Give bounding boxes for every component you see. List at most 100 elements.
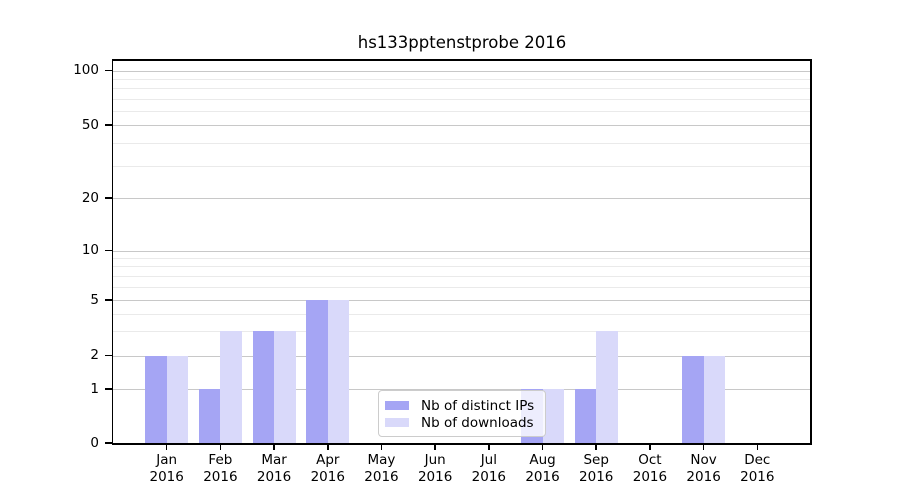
x-tick-label-aug: Aug 2016: [513, 452, 573, 485]
x-tick-month: Dec: [744, 452, 771, 468]
y-tick-mark: [104, 69, 112, 72]
bar-downloads-nov: [703, 355, 726, 443]
y-tick-label: 100: [73, 62, 99, 78]
x-tick-mark: [541, 443, 544, 450]
axis-spine-right: [810, 59, 812, 445]
y-tick-label: 2: [90, 347, 99, 363]
x-tick-month: Jun: [424, 452, 446, 468]
x-tick-mark: [380, 443, 383, 450]
axis-spine-top: [111, 59, 812, 61]
minor-gridline: [113, 258, 811, 260]
y-tick-label: 1: [90, 380, 99, 397]
major-gridline: [113, 355, 811, 357]
minor-gridline: [113, 110, 811, 112]
minor-gridline: [113, 286, 811, 288]
x-tick-label-oct: Oct 2016: [620, 452, 680, 485]
minor-gridline: [113, 98, 811, 100]
x-tick-label-feb: Feb 2016: [190, 452, 250, 485]
legend-label-downloads: Nb of downloads: [421, 414, 534, 431]
y-tick-mark: [104, 197, 112, 199]
bar-downloads-mar: [274, 330, 296, 443]
x-tick-label-jul: Jul 2016: [459, 452, 519, 485]
major-gridline: [113, 198, 811, 199]
y-tick-mark: [104, 124, 112, 126]
y-tick-label: 50: [81, 116, 99, 133]
major-gridline: [113, 250, 811, 252]
bar-downloads-jan: [166, 355, 189, 443]
y-tick-mark: [104, 299, 112, 301]
x-tick-month: Jan: [156, 452, 178, 468]
y-tick-mark: [104, 354, 112, 357]
x-tick-year: 2016: [364, 468, 399, 485]
bar-downloads-apr: [327, 300, 350, 443]
x-tick-label-may: May 2016: [351, 452, 411, 485]
x-tick-month: Jul: [480, 452, 497, 468]
y-tick-label: 5: [90, 291, 99, 308]
minor-gridline: [113, 78, 811, 80]
legend-row-downloads: Nb of downloads: [385, 414, 537, 431]
legend-swatch-distinct-ips: [385, 401, 409, 410]
x-tick-year: 2016: [525, 468, 560, 485]
x-tick-year: 2016: [203, 468, 238, 485]
minor-gridline: [113, 142, 811, 144]
minor-gridline: [113, 88, 811, 90]
x-tick-month: Apr: [316, 452, 340, 468]
y-tick-mark: [104, 442, 112, 444]
x-tick-year: 2016: [579, 468, 614, 485]
y-tick-mark: [104, 249, 112, 252]
x-tick-year: 2016: [686, 468, 721, 485]
legend: Nb of distinct IPs Nb of downloads: [378, 390, 546, 437]
x-tick-mark: [488, 443, 490, 450]
x-tick-year: 2016: [256, 468, 292, 485]
bar-distinct-ips-jan: [145, 355, 167, 443]
y-tick-mark: [104, 388, 112, 390]
x-tick-year: 2016: [740, 468, 775, 485]
x-tick-year: 2016: [417, 468, 453, 485]
major-gridline: [113, 389, 811, 390]
x-tick-year: 2016: [471, 468, 507, 485]
x-tick-month: May: [367, 452, 396, 468]
minor-gridline: [113, 330, 811, 332]
x-tick-label-mar: Mar 2016: [244, 452, 304, 485]
major-gridline: [113, 300, 811, 301]
x-tick-month: Mar: [261, 452, 287, 468]
axis-spine-left: [111, 59, 114, 445]
x-tick-label-nov: Nov 2016: [674, 452, 734, 485]
x-tick-month: Oct: [638, 452, 662, 468]
y-tick-label: 20: [81, 189, 99, 206]
minor-gridline: [113, 313, 811, 315]
bar-distinct-ips-mar: [252, 330, 275, 443]
minor-gridline: [113, 165, 811, 167]
x-tick-mark: [649, 443, 651, 450]
minor-gridline: [113, 275, 811, 277]
x-tick-mark: [273, 443, 275, 450]
x-tick-mark: [219, 443, 222, 450]
legend-label-distinct-ips: Nb of distinct IPs: [421, 397, 535, 414]
legend-row-distinct-ips: Nb of distinct IPs: [385, 397, 537, 414]
y-tick-label: 0: [90, 434, 99, 451]
chart-title: hs133pptenstprobe 2016: [357, 33, 567, 52]
x-tick-mark: [595, 443, 598, 450]
x-tick-mark: [702, 443, 705, 450]
x-tick-mark: [434, 443, 436, 450]
x-tick-label-dec: Dec 2016: [727, 452, 787, 485]
bar-downloads-aug: [542, 389, 565, 443]
major-gridline: [113, 70, 811, 72]
x-tick-label-sep: Sep 2016: [566, 452, 626, 485]
x-tick-mark: [165, 443, 168, 450]
bar-distinct-ips-nov: [682, 355, 704, 443]
bar-downloads-feb: [220, 330, 242, 443]
x-tick-month: Nov: [690, 452, 717, 468]
x-tick-label-jan: Jan 2016: [137, 452, 197, 485]
x-tick-year: 2016: [149, 468, 184, 485]
bar-downloads-sep: [596, 330, 618, 443]
legend-swatch-downloads: [385, 418, 409, 427]
y-tick-label: 10: [81, 242, 99, 258]
plot-area: Nb of distinct IPs Nb of downloads: [113, 60, 811, 443]
bar-distinct-ips-feb: [198, 389, 221, 443]
x-tick-mark: [756, 443, 759, 450]
x-tick-year: 2016: [310, 468, 345, 485]
x-tick-month: Sep: [583, 452, 609, 468]
axis-spine-bottom: [111, 443, 812, 445]
